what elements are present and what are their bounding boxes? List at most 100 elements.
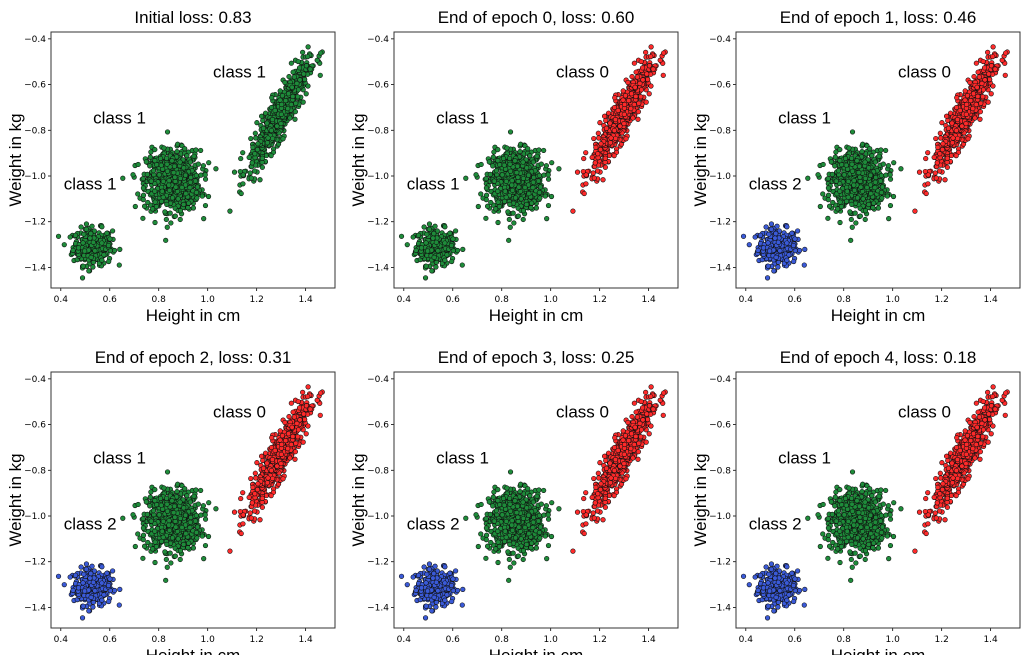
data-point [80, 263, 86, 269]
data-point [590, 170, 596, 176]
data-point [825, 185, 832, 191]
data-point [250, 144, 256, 150]
data-point [607, 140, 613, 146]
data-point [171, 170, 177, 176]
data-point [75, 245, 82, 251]
data-point [871, 200, 877, 206]
data-point [190, 205, 197, 211]
data-point [272, 107, 278, 114]
data-point [849, 224, 855, 230]
data-point [985, 49, 991, 55]
data-point [506, 237, 512, 243]
data-point [183, 190, 189, 197]
data-point [768, 221, 775, 227]
data-point [790, 242, 797, 249]
data-point [398, 233, 405, 239]
data-point [459, 262, 465, 268]
data-point [767, 248, 773, 254]
data-point [483, 185, 490, 191]
data-point [507, 129, 514, 135]
data-point [768, 226, 774, 232]
data-point [864, 184, 870, 191]
data-point [752, 234, 758, 240]
data-point [795, 228, 801, 234]
y-tick-label: −0.8 [367, 126, 389, 136]
data-point [638, 94, 644, 100]
data-point [611, 127, 617, 134]
data-point [833, 178, 839, 184]
data-point [506, 216, 512, 223]
data-point [99, 224, 105, 230]
data-point [303, 91, 309, 97]
data-point [187, 159, 193, 165]
data-point [875, 205, 882, 211]
data-point [883, 147, 889, 154]
data-point [292, 116, 298, 122]
data-point [520, 175, 526, 181]
data-point [148, 178, 154, 184]
y-axis-label: Weight in kg [691, 113, 710, 206]
data-point [110, 228, 116, 234]
data-point [784, 224, 790, 230]
data-point [880, 161, 886, 167]
data-point [240, 150, 246, 156]
data-point [205, 193, 212, 200]
data-point [449, 258, 455, 265]
data-point [537, 184, 544, 190]
data-point [164, 224, 170, 230]
data-point [862, 175, 868, 181]
points [740, 44, 1010, 281]
y-tick-label: −0.6 [709, 81, 731, 91]
data-point [541, 172, 547, 178]
data-point [635, 116, 641, 122]
data-point [163, 155, 170, 161]
data-point [258, 113, 265, 119]
data-point [83, 226, 89, 232]
data-point [431, 231, 437, 237]
data-point [620, 97, 626, 103]
data-point [463, 175, 469, 181]
data-point [274, 123, 280, 129]
x-tick-label: 1.2 [592, 295, 606, 305]
data-point [130, 172, 136, 178]
data-point [887, 202, 894, 209]
data-point [177, 208, 184, 214]
data-point [453, 228, 459, 234]
data-point [866, 165, 872, 171]
data-point [152, 199, 158, 205]
data-point [282, 79, 288, 86]
data-point [898, 166, 904, 172]
data-point [490, 154, 496, 160]
data-point [475, 203, 481, 210]
data-point [648, 44, 654, 50]
data-point [765, 263, 771, 269]
data-point [171, 163, 178, 169]
data-point [612, 95, 618, 101]
data-point [135, 161, 141, 168]
data-point [307, 66, 313, 72]
data-point [643, 49, 649, 55]
data-point [510, 210, 516, 216]
data-point [766, 231, 772, 237]
data-point [450, 236, 456, 242]
data-point [240, 181, 246, 187]
data-point [294, 80, 300, 87]
data-point [878, 147, 884, 153]
data-point [852, 210, 858, 216]
data-point [268, 104, 275, 111]
data-point [537, 195, 543, 201]
x-tick-label: 1.4 [298, 295, 313, 305]
data-point [536, 147, 542, 153]
data-point [144, 171, 150, 177]
axes-frame [50, 31, 336, 289]
y-tick-label: −1.4 [709, 263, 731, 273]
data-point [169, 158, 175, 164]
data-point [166, 182, 172, 188]
data-point [105, 242, 112, 249]
data-point [422, 275, 429, 281]
data-point [801, 262, 807, 268]
data-point [598, 141, 604, 147]
data-point [253, 135, 259, 141]
